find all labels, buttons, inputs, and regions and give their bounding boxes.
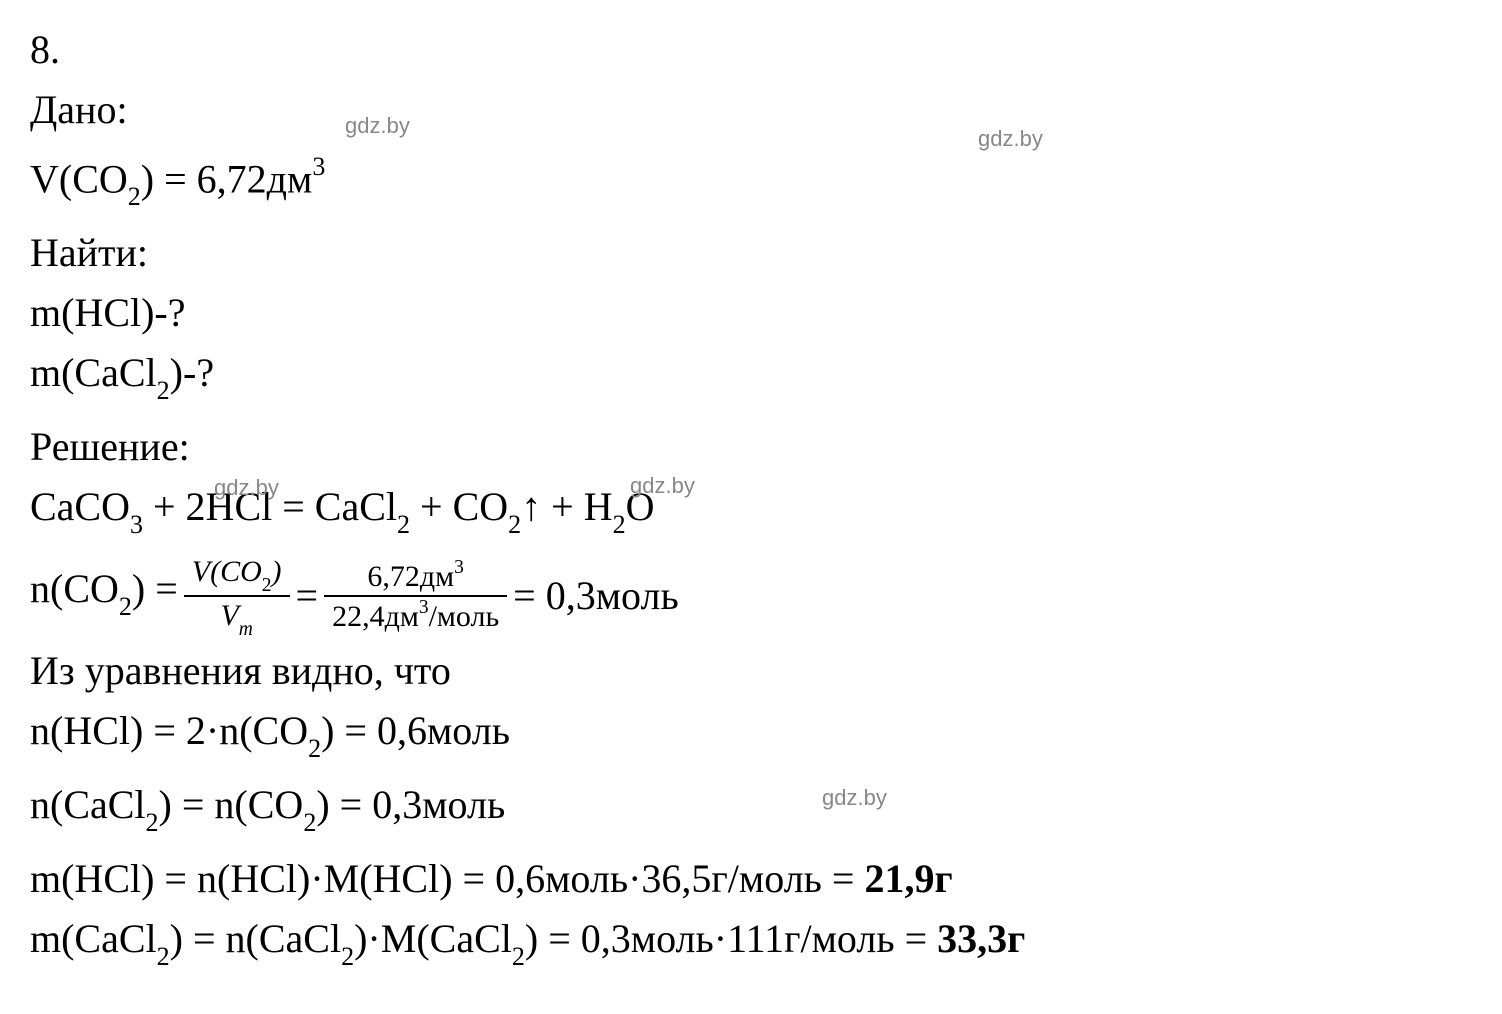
subscript: 2 bbox=[157, 376, 170, 405]
text: CaCO bbox=[30, 484, 130, 529]
equation-moles: n(CO2) = V(CO2) Vm = 6,72дм3 22,4дм3/мол… bbox=[30, 551, 1470, 641]
fraction-2: 6,72дм3 22,4дм3/моль bbox=[324, 559, 507, 633]
fraction-bar bbox=[184, 595, 290, 597]
answer: 33,3г bbox=[937, 916, 1025, 961]
text: 6,72дм bbox=[367, 560, 454, 593]
text: m(CaCl bbox=[30, 916, 157, 961]
subscript: 2 bbox=[146, 808, 159, 837]
superscript: 3 bbox=[312, 152, 325, 181]
find-cacl2: m(CaCl2)-? bbox=[30, 343, 1470, 417]
subscript: 2 bbox=[128, 182, 141, 211]
text: ) = n(CO bbox=[159, 782, 304, 827]
n-cacl2: n(CaCl2) = n(CO2) = 0,3моль bbox=[30, 775, 1470, 849]
text: ) bbox=[272, 555, 282, 588]
text: ) = 0,6моль bbox=[321, 708, 510, 753]
result: = 0,3моль bbox=[513, 566, 679, 626]
subscript: 2 bbox=[512, 942, 525, 971]
text: /моль bbox=[429, 600, 500, 633]
text: )·M(CaCl bbox=[354, 916, 512, 961]
text: ↑ + H bbox=[521, 484, 612, 529]
fraction-bar bbox=[324, 595, 507, 597]
find-hcl: m(HCl)-? bbox=[30, 283, 1470, 343]
line-number: 8. bbox=[30, 20, 1470, 80]
subscript: 2 bbox=[262, 575, 272, 596]
statement: Из уравнения видно, что bbox=[30, 641, 1470, 701]
subscript: 2 bbox=[119, 592, 132, 621]
subscript: 2 bbox=[308, 734, 321, 763]
m-hcl: m(HCl) = n(HCl)·M(HCl) = 0,6моль·36,5г/м… bbox=[30, 849, 1470, 909]
problem-content: 8. Дано: V(CO2) = 6,72дм3 Найти: m(HCl)-… bbox=[30, 20, 1470, 983]
text: V(CO bbox=[30, 156, 128, 201]
subscript: 2 bbox=[303, 808, 316, 837]
text: ) = 0,3моль·111г/моль = bbox=[525, 916, 937, 961]
equals: = bbox=[296, 566, 319, 626]
text: V bbox=[220, 599, 238, 632]
denominator: Vm bbox=[212, 599, 260, 637]
left-side: n(CO2) = bbox=[30, 559, 178, 633]
text: ) = bbox=[132, 566, 178, 611]
numerator: V(CO2) bbox=[184, 555, 290, 593]
n-hcl: n(HCl) = 2·n(CO2) = 0,6моль bbox=[30, 701, 1470, 775]
watermark: gdz.by bbox=[214, 475, 279, 501]
given-heading: Дано: bbox=[30, 80, 1470, 140]
subscript: 2 bbox=[341, 942, 354, 971]
answer: 21,9г bbox=[864, 856, 952, 901]
subscript: 2 bbox=[397, 510, 410, 539]
text: ) = 6,72дм bbox=[141, 156, 313, 201]
text: m(HCl) = n(HCl)·M(HCl) = 0,6моль·36,5г/м… bbox=[30, 856, 864, 901]
superscript: 3 bbox=[419, 597, 429, 618]
subscript: 2 bbox=[157, 942, 170, 971]
subscript: m bbox=[239, 619, 253, 640]
text: n(HCl) = 2·n(CO bbox=[30, 708, 308, 753]
subscript: 2 bbox=[508, 510, 521, 539]
fraction-1: V(CO2) Vm bbox=[184, 555, 290, 638]
solution-heading: Решение: bbox=[30, 417, 1470, 477]
text: 22,4дм bbox=[332, 600, 419, 633]
denominator: 22,4дм3/моль bbox=[324, 599, 507, 633]
watermark: gdz.by bbox=[822, 785, 887, 811]
text: m(CaCl bbox=[30, 350, 157, 395]
m-cacl2: m(CaCl2) = n(CaCl2)·M(CaCl2) = 0,3моль·1… bbox=[30, 909, 1470, 983]
text: V(CO bbox=[192, 555, 262, 588]
watermark: gdz.by bbox=[978, 126, 1043, 152]
numerator: 6,72дм3 bbox=[359, 559, 472, 593]
superscript: 3 bbox=[454, 557, 464, 578]
text: + CO bbox=[410, 484, 508, 529]
text: ) = 0,3моль bbox=[316, 782, 505, 827]
given-volume: V(CO2) = 6,72дм3 bbox=[30, 140, 1470, 223]
find-heading: Найти: bbox=[30, 223, 1470, 283]
watermark: gdz.by bbox=[630, 473, 695, 499]
subscript: 2 bbox=[613, 510, 626, 539]
watermark: gdz.by bbox=[345, 113, 410, 139]
text: ) = n(CaCl bbox=[170, 916, 341, 961]
subscript: 3 bbox=[130, 510, 143, 539]
text: n(CO bbox=[30, 566, 119, 611]
text: )-? bbox=[170, 350, 214, 395]
text: n(CaCl bbox=[30, 782, 146, 827]
